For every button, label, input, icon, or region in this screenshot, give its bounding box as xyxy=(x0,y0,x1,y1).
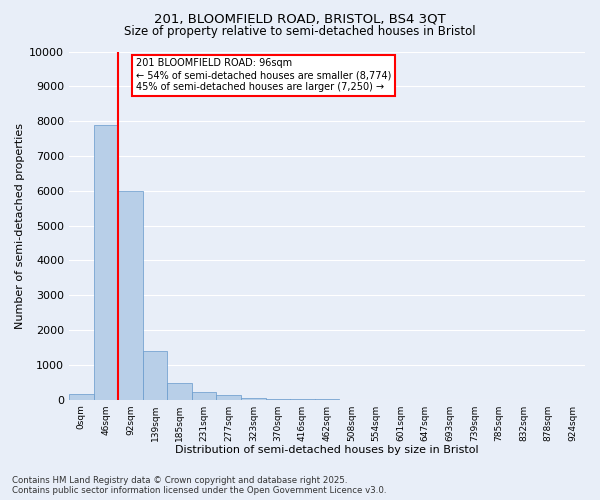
Text: 201 BLOOMFIELD ROAD: 96sqm
← 54% of semi-detached houses are smaller (8,774)
45%: 201 BLOOMFIELD ROAD: 96sqm ← 54% of semi… xyxy=(136,58,391,92)
Bar xyxy=(217,396,241,400)
X-axis label: Distribution of semi-detached houses by size in Bristol: Distribution of semi-detached houses by … xyxy=(175,445,479,455)
Bar xyxy=(118,190,143,400)
Bar xyxy=(143,351,167,400)
Text: 201, BLOOMFIELD ROAD, BRISTOL, BS4 3QT: 201, BLOOMFIELD ROAD, BRISTOL, BS4 3QT xyxy=(154,12,446,26)
Y-axis label: Number of semi-detached properties: Number of semi-detached properties xyxy=(15,122,25,328)
Text: Size of property relative to semi-detached houses in Bristol: Size of property relative to semi-detach… xyxy=(124,25,476,38)
Bar xyxy=(94,124,118,400)
Bar xyxy=(241,398,266,400)
Bar xyxy=(192,392,217,400)
Bar xyxy=(69,394,94,400)
Text: Contains HM Land Registry data © Crown copyright and database right 2025.
Contai: Contains HM Land Registry data © Crown c… xyxy=(12,476,386,495)
Bar xyxy=(167,383,192,400)
